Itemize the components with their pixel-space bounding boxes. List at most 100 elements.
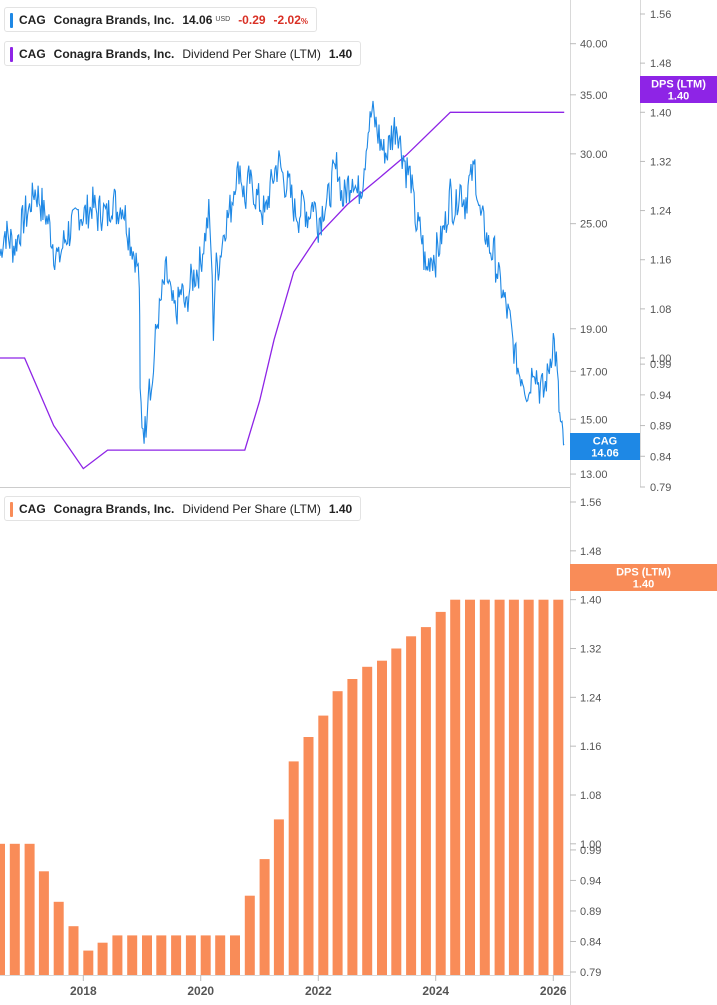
dps-bottom-badge-value: 1.40 xyxy=(633,579,654,591)
dps-bar xyxy=(112,935,123,975)
price-tick-label: 35.00 xyxy=(580,90,608,102)
dps-bar-tick-label: 0.79 xyxy=(580,967,601,979)
dps-bar xyxy=(553,599,564,975)
dps-tick-label: 1.00 xyxy=(650,353,671,365)
dps-tick-label: 1.16 xyxy=(650,255,671,267)
dps-bar-tick-label: 0.89 xyxy=(580,906,601,918)
dps-bar xyxy=(479,599,490,975)
dps-bar xyxy=(0,843,5,975)
dps-bar xyxy=(303,737,314,975)
price-tick-label: 13.00 xyxy=(580,469,608,481)
dps-bar xyxy=(288,761,299,975)
dps-bar-tick-label: 1.08 xyxy=(580,790,601,802)
dps-bar xyxy=(273,819,284,975)
legend-dps-line-swatch xyxy=(10,47,13,62)
dps-bar xyxy=(465,599,475,975)
x-tick-label: 2018 xyxy=(70,984,97,998)
dps-tick-label: 0.89 xyxy=(650,421,671,433)
dps-bar xyxy=(259,859,270,975)
x-tick-label: 2026 xyxy=(540,984,567,998)
legend-price[interactable]: CAG Conagra Brands, Inc. 14.06 USD -0.29… xyxy=(4,7,318,32)
price-tick-label: 40.00 xyxy=(580,39,608,51)
dps-tick-label: 1.32 xyxy=(650,156,671,168)
dps-top-badge-value: 1.40 xyxy=(668,91,689,103)
legend-dps-bar-swatch xyxy=(10,502,13,517)
dps-bar xyxy=(97,942,108,975)
dps-bar xyxy=(171,935,182,975)
dps-bar-tick-label: 1.48 xyxy=(580,546,601,558)
dps-bar xyxy=(24,843,35,975)
dps-top-badge-bg xyxy=(640,76,717,103)
dps-bar xyxy=(450,599,461,975)
dps-bar xyxy=(377,660,387,975)
cag-price-badge-label: CAG xyxy=(593,436,617,448)
price-tick-label: 30.00 xyxy=(580,149,608,161)
dps-bar xyxy=(420,627,431,975)
dps-bar xyxy=(523,599,534,975)
dps-tick-label: 0.79 xyxy=(650,482,671,494)
dps-tick-label: 1.40 xyxy=(650,107,671,119)
dps-bar xyxy=(332,691,343,975)
price-tick-label: 17.00 xyxy=(580,366,608,378)
dps-bar-tick-label: 1.24 xyxy=(580,692,601,704)
dps-bar xyxy=(230,935,240,975)
price-tick-label: 15.00 xyxy=(580,414,608,426)
dps-bar xyxy=(391,648,402,975)
dps-top-badge-label: DPS (LTM) xyxy=(651,79,706,91)
legend-dps-value: 1.40 xyxy=(328,501,353,516)
dps-bar-tick-label: 1.40 xyxy=(580,595,601,607)
legend-company: Conagra Brands, Inc. xyxy=(53,46,175,61)
dps-bar xyxy=(53,901,64,975)
dps-top-badge: DPS (LTM)1.40 xyxy=(640,76,717,103)
dps-tick-label: 0.84 xyxy=(650,451,671,463)
dps-bar xyxy=(406,636,417,975)
dps-bar xyxy=(156,935,167,975)
dps-bar xyxy=(185,935,196,975)
dps-bar xyxy=(142,935,152,975)
dps-bottom-badge: DPS (LTM)1.40 xyxy=(570,564,717,591)
dps-bar-tick-label: 0.84 xyxy=(580,936,601,948)
dps-bar xyxy=(362,666,373,975)
dps-bar-tick-label: 1.32 xyxy=(580,643,601,655)
dps-bar xyxy=(435,611,446,975)
dps-bar xyxy=(494,599,505,975)
dps-bottom-badge-label: DPS (LTM) xyxy=(616,567,671,579)
dps-bar xyxy=(38,871,49,975)
legend-ticker: CAG xyxy=(19,501,46,516)
dps-tick-label: 1.48 xyxy=(650,58,671,70)
legend-dps-top[interactable]: CAG Conagra Brands, Inc. Dividend Per Sh… xyxy=(4,41,362,66)
price-tick-label: 25.00 xyxy=(580,219,608,231)
dps-bar xyxy=(538,599,549,975)
legend-metric: Dividend Per Share (LTM) xyxy=(182,501,321,516)
legend-ticker: CAG xyxy=(19,12,46,27)
x-tick-label: 2020 xyxy=(187,984,214,998)
dps-bar xyxy=(508,599,519,975)
price-line-series xyxy=(0,100,565,446)
legend-dps-bottom[interactable]: CAG Conagra Brands, Inc. Dividend Per Sh… xyxy=(4,496,362,521)
legend-ticker: CAG xyxy=(19,46,46,61)
dps-bar xyxy=(347,679,358,975)
dps-bar-tick-label: 1.56 xyxy=(580,497,601,509)
dps-line-series xyxy=(0,111,565,470)
legend-price-value: 14.06 xyxy=(182,12,213,27)
dps-bar xyxy=(318,715,329,975)
dps-bar xyxy=(215,935,226,975)
x-tick-label: 2024 xyxy=(422,984,449,998)
legend-currency: USD xyxy=(215,16,231,23)
legend-price-swatch xyxy=(10,13,13,28)
dps-bar-tick-label: 1.00 xyxy=(580,839,601,851)
dps-tick-label: 0.94 xyxy=(650,390,671,402)
dps-bar xyxy=(83,950,94,975)
dps-bar xyxy=(200,935,211,975)
dps-bar xyxy=(127,935,138,975)
cag-price-badge-bg xyxy=(570,433,640,460)
legend-change: -0.29 xyxy=(238,12,266,27)
dps-bar xyxy=(9,843,20,975)
dps-bottom-badge-bg xyxy=(570,564,717,591)
dps-bar-tick-label: 0.94 xyxy=(580,875,601,887)
legend-company: Conagra Brands, Inc. xyxy=(53,12,175,27)
cag-price-badge-value: 14.06 xyxy=(591,448,619,460)
legend-change-pct: -2.02% xyxy=(273,12,309,27)
